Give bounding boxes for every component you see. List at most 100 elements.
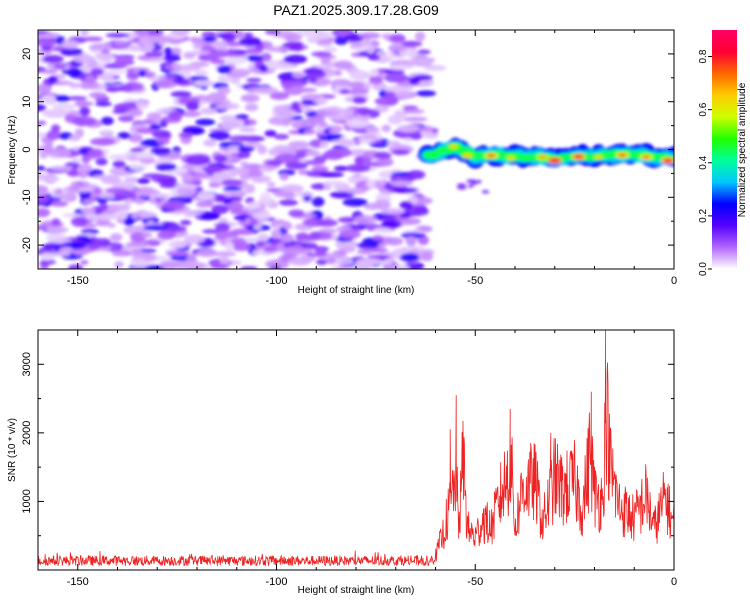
noise-blob	[377, 157, 394, 167]
noise-blob	[381, 208, 407, 215]
noise-blob	[170, 151, 182, 160]
noise-blob	[405, 245, 425, 251]
noise-blob	[284, 191, 296, 200]
noise-blob	[178, 64, 201, 72]
noise-blob	[186, 253, 197, 263]
noise-blob	[403, 137, 413, 143]
noise-blob	[315, 219, 338, 227]
noise-blob	[176, 187, 197, 197]
noise-blob	[131, 82, 144, 92]
signal-peak-core	[618, 153, 627, 157]
noise-blob	[185, 155, 212, 166]
noise-blob	[217, 75, 232, 83]
colorbar-tick-label: 0.4	[698, 155, 709, 169]
noise-blob	[71, 111, 80, 116]
noise-blob	[192, 43, 204, 50]
noise-blob	[374, 96, 399, 106]
noise-blob	[52, 102, 76, 111]
noise-blob	[70, 216, 88, 227]
noise-blob	[395, 264, 410, 269]
noise-blob	[142, 173, 165, 178]
noise-blob	[97, 240, 111, 248]
noise-blob	[306, 149, 321, 157]
noise-blob	[159, 260, 180, 269]
noise-blob	[353, 262, 372, 269]
noise-blob	[280, 233, 294, 243]
noise-blob	[246, 77, 262, 83]
noise-blob	[456, 183, 467, 187]
y-tick-label: -20	[21, 237, 33, 253]
signal-peak-core	[642, 155, 651, 159]
noise-blob	[481, 190, 490, 194]
noise-blob	[389, 174, 399, 183]
noise-blob	[127, 44, 142, 52]
noise-blob	[48, 75, 59, 84]
noise-blob	[239, 37, 262, 47]
noise-blob	[90, 67, 104, 76]
spectrogram-heatmap	[38, 30, 674, 269]
noise-blob	[69, 82, 83, 89]
noise-blob	[335, 240, 360, 250]
noise-blob	[408, 195, 418, 205]
x-tick-label: -150	[67, 576, 89, 588]
noise-blob	[152, 129, 171, 139]
noise-blob	[203, 36, 216, 42]
noise-blob	[201, 229, 220, 234]
noise-blob	[357, 248, 374, 255]
noise-blob	[389, 33, 406, 44]
noise-blob	[71, 116, 97, 127]
noise-blob	[42, 55, 64, 64]
noise-blob	[348, 81, 365, 89]
noise-blob	[316, 97, 328, 106]
noise-blob	[195, 201, 215, 208]
noise-blob	[403, 207, 430, 217]
noise-blob	[81, 153, 91, 164]
noise-blob	[228, 167, 251, 175]
noise-blob	[391, 171, 412, 177]
chart-title: PAZ1.2025.309.17.28.G09	[273, 2, 439, 18]
noise-blob	[228, 135, 254, 142]
noise-blob	[301, 99, 314, 105]
noise-blob	[95, 158, 108, 166]
noise-blob	[349, 71, 365, 78]
noise-blob	[135, 151, 155, 159]
noise-blob	[154, 79, 178, 89]
noise-blob	[38, 225, 48, 231]
noise-blob	[163, 47, 173, 56]
noise-blob	[194, 69, 209, 77]
noise-blob	[199, 211, 220, 220]
noise-blob	[157, 230, 176, 240]
noise-blob	[201, 44, 214, 52]
noise-blob	[170, 91, 192, 98]
noise-blob	[240, 266, 258, 269]
noise-blob	[133, 186, 157, 197]
noise-blob	[396, 124, 419, 133]
noise-blob	[108, 154, 134, 161]
noise-blob	[191, 163, 204, 173]
noise-blob	[61, 39, 79, 50]
noise-blob	[306, 69, 326, 79]
noise-blob	[247, 201, 261, 209]
noise-blob	[265, 60, 281, 70]
noise-blob	[373, 199, 391, 210]
noise-blob	[384, 85, 409, 93]
noise-blob	[171, 62, 182, 70]
noise-blob	[83, 36, 104, 42]
noise-blob	[138, 70, 147, 77]
noise-blob	[303, 128, 316, 135]
noise-blob	[270, 229, 282, 239]
spectrogram-xlabel: Height of straight line (km)	[298, 285, 415, 296]
noise-blob	[97, 53, 114, 63]
noise-blob	[166, 225, 187, 232]
noise-blob	[381, 220, 402, 229]
noise-blob	[118, 115, 135, 122]
noise-blob	[333, 165, 348, 172]
noise-blob	[112, 160, 126, 169]
noise-blob	[71, 158, 83, 163]
noise-blob	[258, 64, 269, 73]
noise-blob	[88, 92, 107, 99]
noise-blob	[309, 231, 322, 237]
noise-blob	[407, 170, 426, 180]
noise-blob	[353, 215, 377, 225]
noise-blob	[377, 56, 394, 62]
